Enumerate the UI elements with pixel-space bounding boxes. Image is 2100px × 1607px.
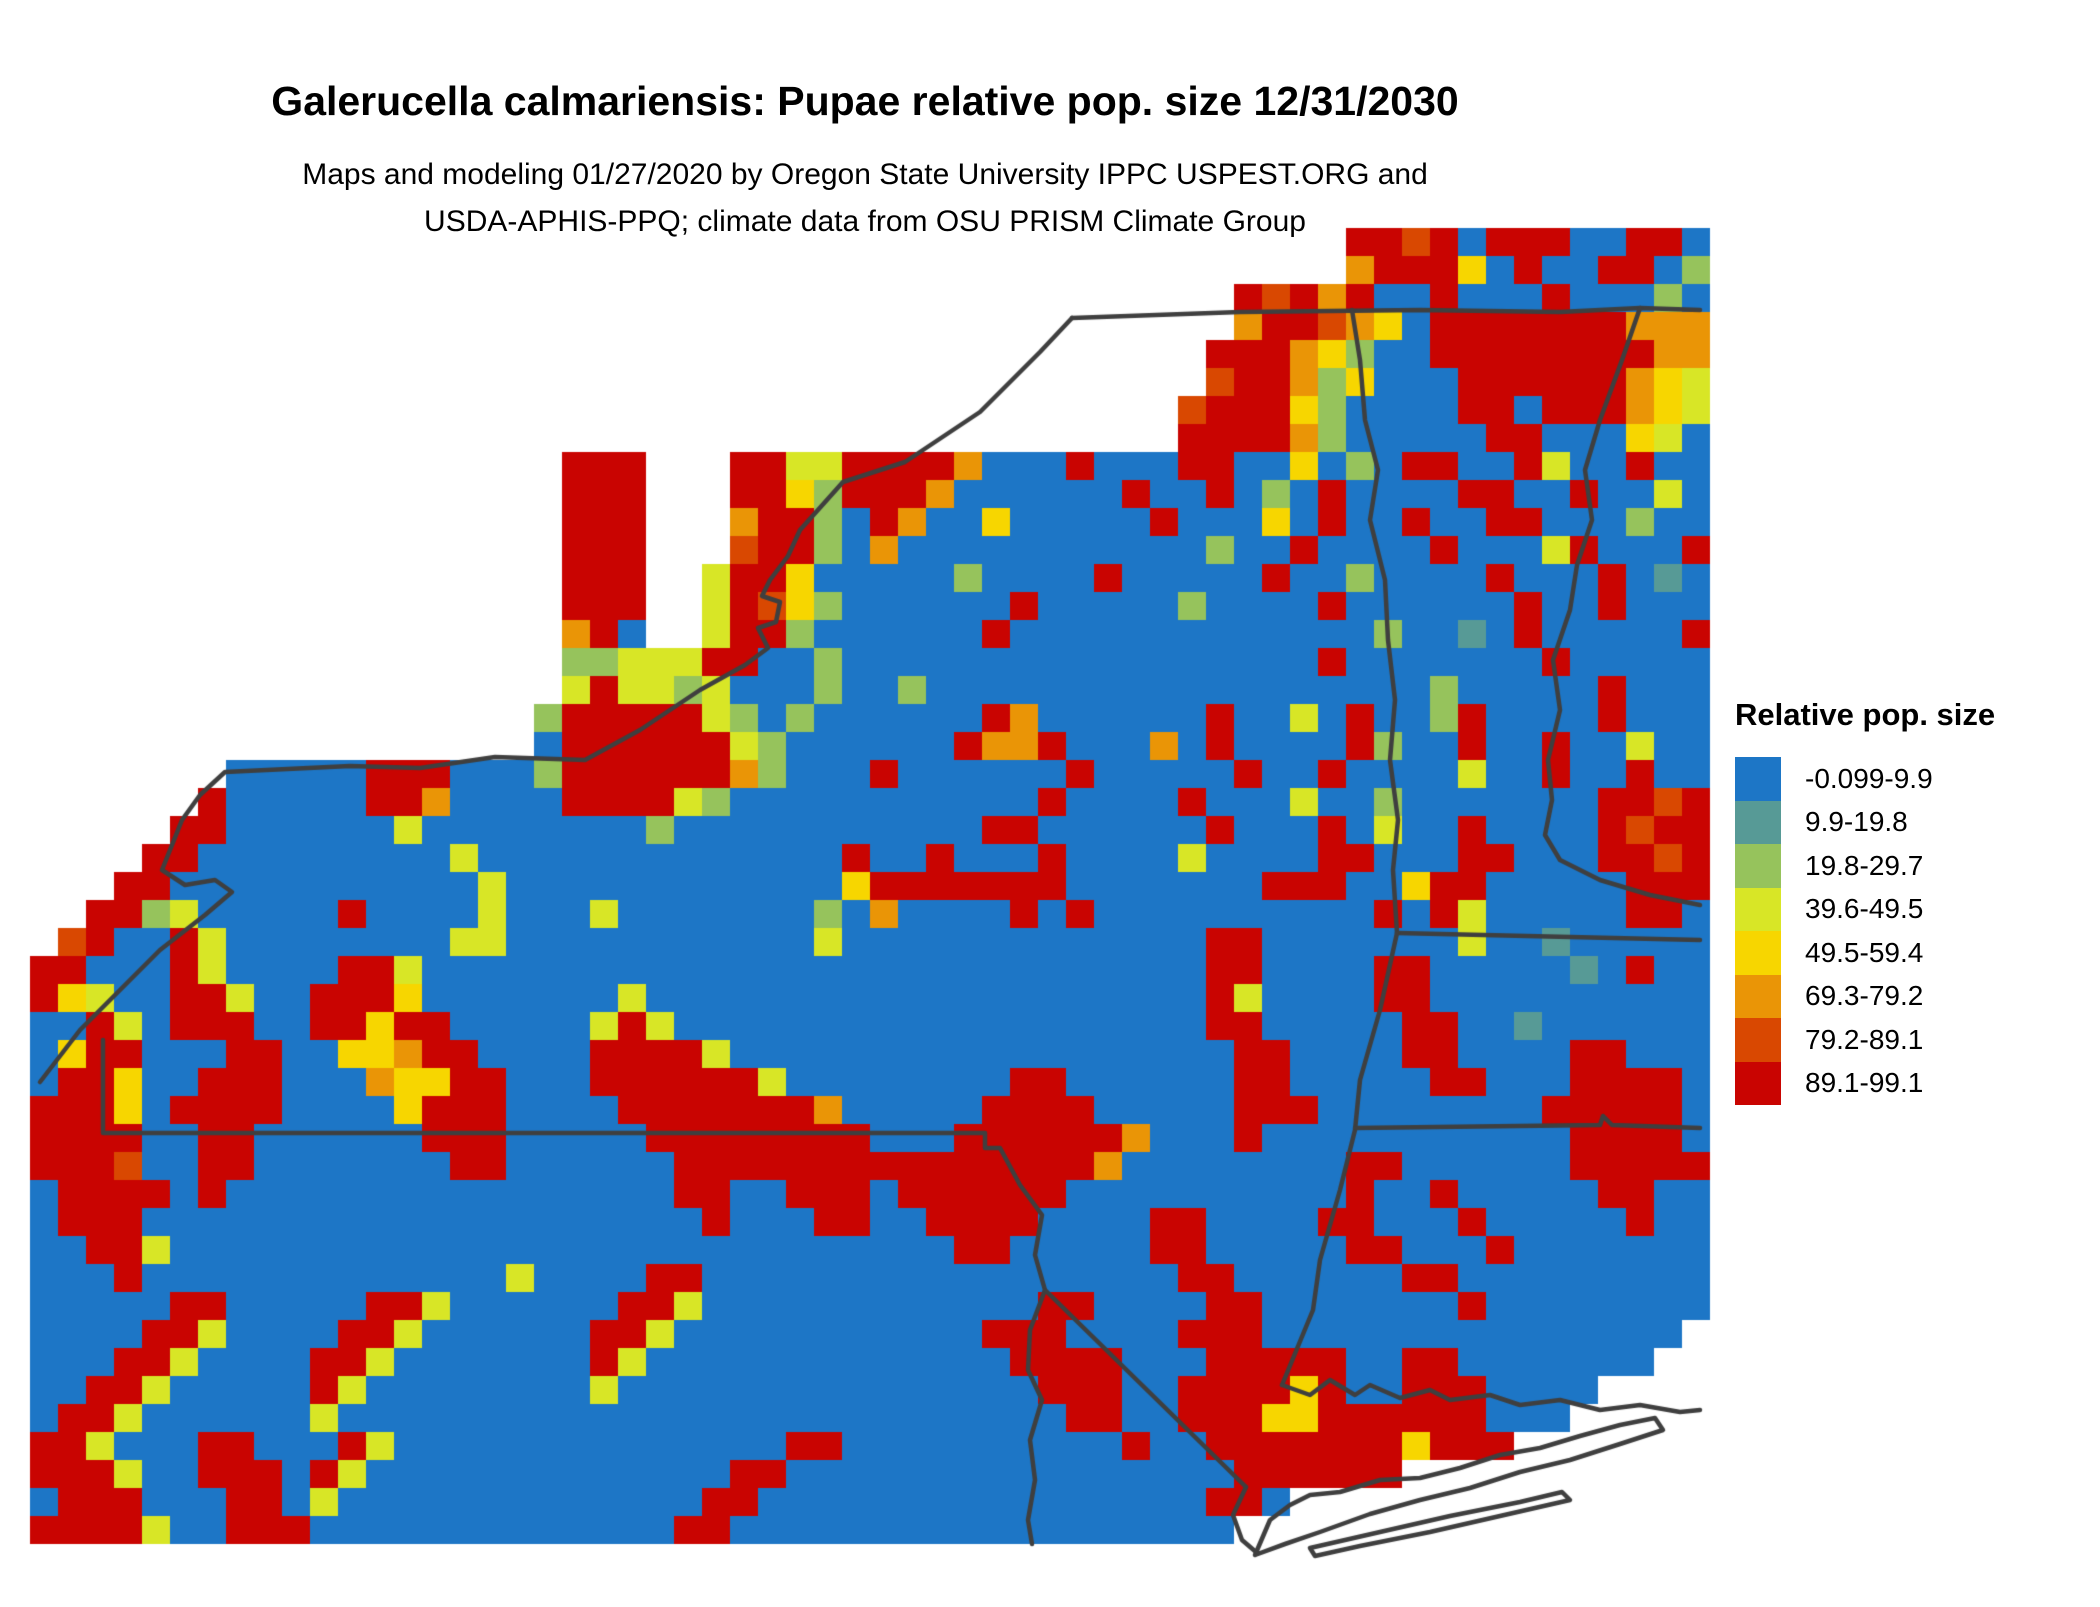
subtitle-line-1: Maps and modeling 01/27/2020 by Oregon S… xyxy=(302,158,1428,191)
legend-label: 19.8-29.7 xyxy=(1805,849,1924,881)
legend-swatch xyxy=(1735,887,1781,931)
legend-swatch xyxy=(1735,757,1781,801)
legend-swatch xyxy=(1735,800,1781,844)
legend-entry: -0.099-9.9 xyxy=(1735,757,2095,801)
legend-entry: 79.2-89.1 xyxy=(1735,1018,2095,1062)
legend-rows: -0.099-9.9 9.9-19.8 19.8-29.7 39.6-49.5 49.5… xyxy=(1735,757,2095,1105)
legend-label: 79.2-89.1 xyxy=(1805,1023,1924,1055)
legend-label: -0.099-9.9 xyxy=(1805,762,1933,794)
legend-swatch xyxy=(1735,974,1781,1018)
legend-label: 49.5-59.4 xyxy=(1805,936,1924,968)
subtitle-line-2: USDA-APHIS-PPQ; climate data from OSU PR… xyxy=(424,205,1306,238)
legend-entry: 39.6-49.5 xyxy=(1735,887,2095,931)
legend-label: 9.9-19.8 xyxy=(1805,806,1908,838)
legend-swatch xyxy=(1735,1018,1781,1062)
legend: Relative pop. size -0.099-9.9 9.9-19.8 19.… xyxy=(1735,697,2095,1105)
legend-title: Relative pop. size xyxy=(1735,697,1996,732)
legend-swatch xyxy=(1735,931,1781,975)
legend-entry: 89.1-99.1 xyxy=(1735,1061,2095,1105)
legend-swatch xyxy=(1735,844,1781,888)
legend-label: 39.6-49.5 xyxy=(1805,893,1924,925)
legend-swatch xyxy=(1735,1061,1781,1105)
legend-label: 89.1-99.1 xyxy=(1805,1067,1924,1099)
legend-label: 69.3-79.2 xyxy=(1805,980,1924,1012)
page-title: Galerucella calmariensis: Pupae relative… xyxy=(271,78,1459,124)
legend-entry: 69.3-79.2 xyxy=(1735,974,2095,1018)
legend-entry: 49.5-59.4 xyxy=(1735,931,2095,975)
legend-entry: 9.9-19.8 xyxy=(1735,800,2095,844)
legend-entry: 19.8-29.7 xyxy=(1735,844,2095,888)
